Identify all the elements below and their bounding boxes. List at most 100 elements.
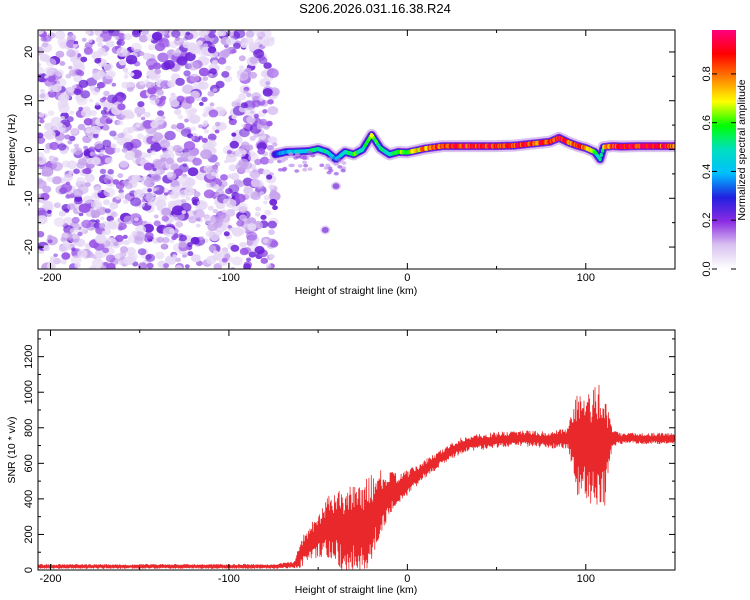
noise-blob bbox=[124, 182, 133, 190]
noise-blob bbox=[269, 36, 275, 42]
noise-blob bbox=[136, 133, 144, 140]
noise-blob bbox=[180, 199, 187, 204]
noise-blob bbox=[123, 215, 134, 225]
noise-blob bbox=[171, 235, 177, 241]
signal-tail bbox=[283, 157, 289, 161]
noise-blob bbox=[200, 149, 213, 160]
noise-blob bbox=[156, 236, 164, 243]
noise-blob bbox=[255, 206, 261, 212]
signal-tail bbox=[337, 165, 343, 169]
noise-blob bbox=[38, 62, 41, 68]
noise-blob bbox=[247, 223, 257, 231]
noise-blob bbox=[38, 215, 48, 225]
noise-blob bbox=[65, 194, 71, 199]
noise-blob bbox=[98, 81, 106, 89]
noise-blob bbox=[208, 73, 213, 77]
noise-blob bbox=[121, 110, 128, 116]
noise-blob bbox=[242, 75, 247, 80]
noise-blob bbox=[103, 261, 109, 266]
noise-blob bbox=[73, 168, 80, 175]
noise-blob bbox=[76, 177, 85, 185]
noise-blob bbox=[263, 195, 271, 201]
noise-blob bbox=[99, 97, 106, 103]
noise-blob bbox=[150, 150, 157, 156]
noise-blob bbox=[178, 175, 190, 186]
noise-blob bbox=[90, 125, 101, 135]
noise-blob bbox=[44, 66, 56, 77]
noise-blob bbox=[73, 188, 84, 198]
noise-blob bbox=[272, 205, 278, 211]
noise-blob bbox=[137, 248, 147, 256]
noise-blob bbox=[266, 144, 274, 151]
noise-blob bbox=[93, 186, 103, 194]
noise-blob bbox=[147, 200, 154, 206]
noise-blob bbox=[116, 136, 128, 146]
noise-blob bbox=[80, 56, 88, 63]
noise-blob bbox=[114, 36, 120, 40]
signal-tail bbox=[294, 169, 300, 173]
noise-blob bbox=[198, 124, 203, 129]
spectrogram-x-axis-label: Height of straight line (km) bbox=[295, 285, 418, 297]
noise-blob bbox=[246, 231, 258, 241]
noise-blob bbox=[38, 156, 43, 162]
noise-blob bbox=[73, 40, 79, 45]
noise-blob bbox=[147, 188, 153, 193]
noise-blob bbox=[41, 167, 54, 177]
y-tick-label: 0 bbox=[23, 146, 35, 152]
noise-blob bbox=[248, 251, 257, 258]
noise-blob bbox=[184, 51, 196, 62]
signal-tail bbox=[293, 156, 299, 160]
noise-blob bbox=[239, 214, 247, 221]
noise-blob bbox=[99, 223, 106, 229]
noise-blob bbox=[38, 30, 43, 35]
noise-blob bbox=[145, 253, 156, 262]
noise-blob bbox=[77, 231, 83, 237]
noise-blob bbox=[44, 77, 56, 87]
noise-blob bbox=[195, 223, 201, 228]
noise-blob bbox=[249, 41, 256, 47]
noise-blob bbox=[243, 89, 249, 94]
noise-blob bbox=[109, 130, 117, 137]
x-tick-label: 0 bbox=[404, 573, 410, 585]
signal-tail bbox=[302, 156, 308, 160]
signal-tail bbox=[325, 163, 331, 168]
noise-blob bbox=[182, 84, 194, 94]
noise-blob bbox=[73, 197, 83, 205]
noise-blob bbox=[141, 198, 147, 203]
noise-blob bbox=[90, 210, 101, 218]
noise-blob bbox=[99, 168, 107, 174]
noise-blob bbox=[132, 155, 143, 165]
noise-blob bbox=[266, 68, 279, 79]
noise-blob bbox=[97, 42, 103, 47]
signal-cell bbox=[598, 157, 602, 162]
noise-blob bbox=[245, 30, 255, 38]
spectrogram-y-axis-label: Frequency (Hz) bbox=[6, 114, 18, 186]
noise-blob bbox=[253, 113, 260, 119]
noise-blob bbox=[188, 216, 197, 224]
spectrogram-signal-track bbox=[269, 128, 675, 176]
noise-blob bbox=[129, 72, 135, 77]
noise-blob bbox=[58, 244, 69, 253]
noise-blob bbox=[181, 210, 187, 215]
noise-blob bbox=[225, 153, 237, 163]
noise-blob bbox=[268, 253, 275, 260]
noise-blob bbox=[163, 226, 175, 237]
noise-blob bbox=[45, 58, 57, 67]
noise-blob bbox=[214, 129, 220, 134]
snr-x-ticks: -200 -100 0 100 bbox=[39, 330, 676, 585]
noise-blob bbox=[80, 90, 91, 99]
noise-blob bbox=[258, 118, 268, 126]
noise-blob bbox=[148, 44, 156, 51]
noise-blob bbox=[100, 149, 106, 154]
noise-blob bbox=[259, 156, 270, 165]
noise-blob bbox=[231, 114, 237, 120]
noise-blob bbox=[47, 239, 53, 244]
noise-blob bbox=[49, 156, 59, 164]
noise-blob bbox=[183, 70, 191, 77]
signal-tail bbox=[290, 163, 295, 168]
noise-blob bbox=[254, 38, 263, 45]
noise-blob bbox=[225, 65, 232, 71]
noise-blob bbox=[38, 112, 45, 118]
noise-blob bbox=[49, 141, 59, 151]
noise-blob bbox=[159, 139, 171, 149]
